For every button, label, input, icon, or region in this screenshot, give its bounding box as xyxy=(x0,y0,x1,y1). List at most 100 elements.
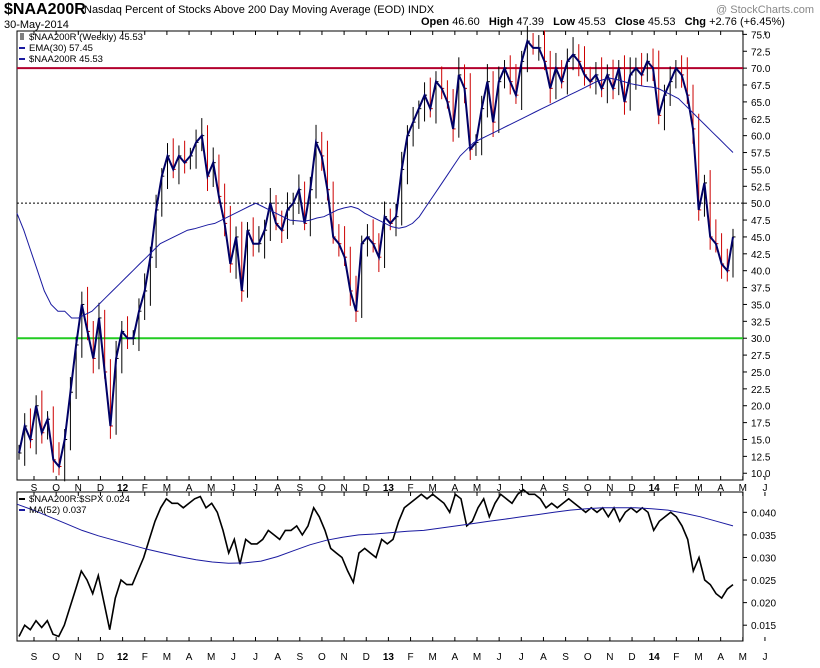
main-x-tick-label: M xyxy=(473,483,481,494)
main-x-tick-label: A xyxy=(540,483,547,494)
main-x-tick-label: A xyxy=(274,483,281,494)
ratio-x-tick-label: M xyxy=(163,652,171,663)
ma52-line xyxy=(16,503,734,564)
main-x-tick-label: S xyxy=(562,483,569,494)
main-y-tick-label: 37.5 xyxy=(751,284,771,295)
ratio-y-tick-label: 0.015 xyxy=(751,621,776,632)
price-line xyxy=(18,39,734,469)
main-y-tick-label: 35.0 xyxy=(751,300,771,311)
open-value: 46.60 xyxy=(452,16,480,28)
ratio-x-tick-label: J xyxy=(762,652,767,663)
ratio-x-tick-label: J xyxy=(519,652,524,663)
main-y-tick-label: 25.0 xyxy=(751,368,771,379)
main-x-tick-label: A xyxy=(452,483,459,494)
main-x-tick-label: F xyxy=(673,483,679,494)
ratio-y-tick-label: 0.020 xyxy=(751,599,776,610)
main-panel-frame xyxy=(16,30,744,481)
main-y-tick-label: 55.0 xyxy=(751,165,771,176)
main-x-tick-label: 14 xyxy=(649,483,661,494)
main-x-tick-label: J xyxy=(762,483,767,494)
low-label: Low xyxy=(553,16,576,28)
main-x-tick-label: M xyxy=(163,483,171,494)
open-label: Open xyxy=(421,16,450,28)
ratio-x-tick-label: J xyxy=(497,652,502,663)
ratio-x-tick-label: N xyxy=(75,652,82,663)
main-y-tick-label: 65.0 xyxy=(751,98,771,109)
low-value: 45.53 xyxy=(578,16,606,28)
ratio-x-tick-label: F xyxy=(407,652,413,663)
main-x-tick-label: N xyxy=(340,483,347,494)
ema30-line xyxy=(16,77,734,319)
close-label: Close xyxy=(614,16,645,28)
chg-value: +2.76 (+6.45%) xyxy=(709,16,785,28)
ratio-x-tick-label: A xyxy=(186,652,193,663)
main-y-tick-label: 17.5 xyxy=(751,419,771,430)
ratio-x-tick-label: 14 xyxy=(649,652,661,663)
ratio-x-tick-label: J xyxy=(231,652,236,663)
ratio-x-tick-label: S xyxy=(296,652,303,663)
main-x-tick-label: A xyxy=(717,483,724,494)
ratio-x-tick-label: D xyxy=(97,652,104,663)
main-y-tick-label: 62.5 xyxy=(751,115,771,126)
main-x-tick-label: O xyxy=(584,483,592,494)
main-x-tick-label: O xyxy=(318,483,326,494)
main-x-tick-label: J xyxy=(497,483,502,494)
main-x-tick-label: S xyxy=(296,483,303,494)
main-x-tick-label: 12 xyxy=(117,483,129,494)
ratio-x-tick-label: M xyxy=(694,652,702,663)
main-legend-entry: EMA(30) 57.45 xyxy=(29,43,93,54)
high-label: High xyxy=(488,16,514,28)
main-y-tick-label: 67.5 xyxy=(751,81,771,92)
close-value: 45.53 xyxy=(647,16,676,28)
main-y-tick-label: 27.5 xyxy=(751,351,771,362)
ratio-x-tick-label: S xyxy=(31,652,38,663)
main-y-tick-label: 20.0 xyxy=(751,402,771,413)
main-y-tick-label: 47.5 xyxy=(751,216,771,227)
ratio-x-tick-label: F xyxy=(142,652,148,663)
main-x-tick-label: M xyxy=(739,483,747,494)
ratio-x-tick-label: N xyxy=(606,652,613,663)
main-x-tick-label: F xyxy=(407,483,413,494)
main-y-tick-label: 72.5 xyxy=(751,47,771,58)
main-y-tick-label: 22.5 xyxy=(751,385,771,396)
main-y-tick-label: 70.0 xyxy=(751,64,771,75)
ratio-line xyxy=(18,488,734,638)
ratio-x-tick-label: A xyxy=(540,652,547,663)
chart-date: 30-May-2014 xyxy=(4,19,69,31)
ratio-x-tick-label: D xyxy=(363,652,370,663)
ratio-x-tick-label: A xyxy=(274,652,281,663)
main-y-tick-label: 60.0 xyxy=(751,132,771,143)
ratio-panel-frame xyxy=(16,491,744,642)
ratio-x-tick-label: 13 xyxy=(383,652,395,663)
main-x-tick-label: J xyxy=(253,483,258,494)
ratio-x-tick-label: F xyxy=(673,652,679,663)
main-x-tick-label: M xyxy=(694,483,702,494)
main-x-tick-label: D xyxy=(363,483,370,494)
stockcharts-watermark: @ StockCharts.com xyxy=(716,4,814,16)
ratio-y-tick-label: 0.025 xyxy=(751,576,776,587)
main-x-tick-label: J xyxy=(519,483,524,494)
ratio-x-tick-label: J xyxy=(253,652,258,663)
main-x-tick-label: N xyxy=(606,483,613,494)
ratio-y-tick-label: 0.035 xyxy=(751,531,776,542)
main-y-tick-label: 15.0 xyxy=(751,435,771,446)
main-y-tick-label: 75.0 xyxy=(751,30,771,41)
chg-label: Chg xyxy=(684,16,706,28)
ratio-x-tick-label: A xyxy=(452,652,459,663)
main-x-tick-label: J xyxy=(231,483,236,494)
ratio-x-tick-label: A xyxy=(717,652,724,663)
ratio-x-tick-label: S xyxy=(562,652,569,663)
x-axis: S S O O N N D D 12 12 F F M M A A M M J J J J A A S S O O N N D D 13 13 F F… xyxy=(31,31,767,663)
ratio-x-tick-label: 12 xyxy=(117,652,129,663)
ratio-legend-entry: MA(52) 0.037 xyxy=(29,505,87,516)
main-y-tick-label: 52.5 xyxy=(751,182,771,193)
main-x-tick-label: D xyxy=(97,483,104,494)
main-x-tick-label: A xyxy=(186,483,193,494)
main-x-tick-label: M xyxy=(429,483,437,494)
ratio-x-tick-label: M xyxy=(429,652,437,663)
main-x-tick-label: O xyxy=(52,483,60,494)
